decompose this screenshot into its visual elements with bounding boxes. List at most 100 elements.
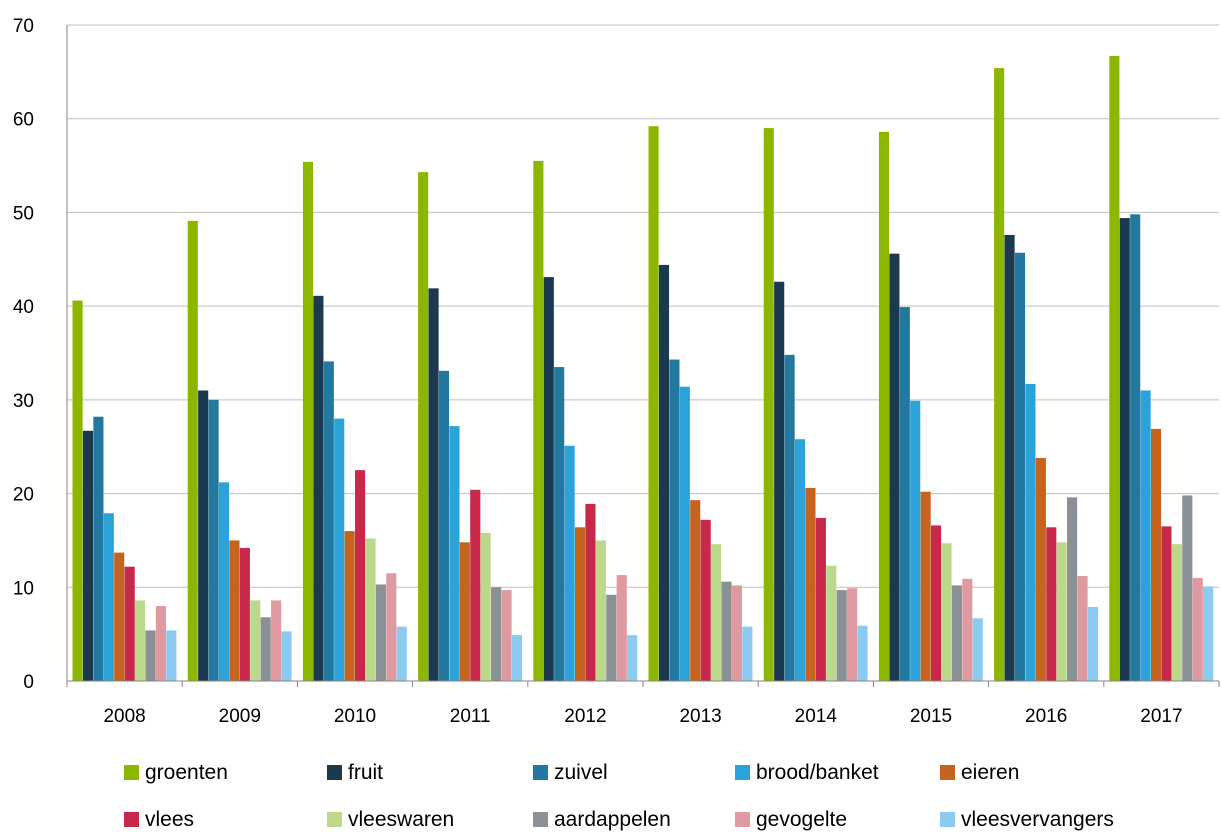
bar-vleesvervangers-2010 bbox=[396, 626, 407, 681]
y-tick-labels: 0 10 20 30 40 50 60 70 bbox=[13, 16, 34, 693]
legend-item: vleeswaren bbox=[327, 808, 454, 831]
bar-vleeswaren-2016 bbox=[1056, 542, 1067, 681]
bar-eieren-2015 bbox=[920, 491, 931, 681]
bar-fruit-2010 bbox=[313, 295, 324, 681]
bar-groenten-2016 bbox=[994, 68, 1005, 682]
bar-vleesvervangers-2016 bbox=[1087, 606, 1098, 681]
x-tick-label: 2015 bbox=[910, 706, 952, 727]
bar-aardappelen-2014 bbox=[836, 590, 847, 681]
bar-vleeswaren-2013 bbox=[711, 544, 722, 681]
bar-groenten-2010 bbox=[302, 161, 314, 681]
bar-brood-banket-2012 bbox=[564, 445, 575, 681]
bar-zuivel-2013 bbox=[669, 359, 680, 681]
bar-aardappelen-2013 bbox=[721, 581, 732, 681]
legend: groenten fruit zuivel brood/banket eieren vle… bbox=[124, 761, 1114, 831]
bar-brood-banket-2013 bbox=[679, 386, 690, 681]
bar-fruit-2011 bbox=[428, 288, 439, 681]
bar-aardappelen-2012 bbox=[606, 594, 617, 681]
bar-vleeswaren-2015 bbox=[941, 543, 952, 681]
bar-aardappelen-2017 bbox=[1182, 495, 1193, 681]
legend-label: groenten bbox=[145, 761, 228, 784]
legend-label: aardappelen bbox=[554, 808, 671, 831]
x-tick-label: 2010 bbox=[334, 706, 376, 727]
bar-zuivel-2012 bbox=[554, 367, 565, 681]
bar-gevogelte-2009 bbox=[271, 600, 282, 681]
legend-label: vleesvervangers bbox=[961, 808, 1114, 831]
bar-vleeswaren-2008 bbox=[135, 600, 146, 681]
bar-vlees-2014 bbox=[815, 517, 826, 681]
legend-swatch bbox=[327, 812, 342, 827]
bar-eieren-2012 bbox=[574, 527, 586, 681]
bar-eieren-2013 bbox=[690, 500, 701, 681]
bar-brood-banket-2009 bbox=[218, 482, 230, 681]
legend-item: aardappelen bbox=[533, 808, 671, 831]
bar-aardappelen-2011 bbox=[491, 587, 502, 681]
y-tick-label: 40 bbox=[13, 297, 34, 318]
legend-item: zuivel bbox=[533, 761, 608, 784]
legend-item: eieren bbox=[940, 761, 1019, 784]
bar-vlees-2011 bbox=[470, 489, 481, 681]
bar-aardappelen-2015 bbox=[951, 585, 962, 681]
bar-vleesvervangers-2015 bbox=[972, 618, 983, 681]
bar-fruit-2016 bbox=[1004, 234, 1015, 682]
bar-zuivel-2017 bbox=[1130, 214, 1141, 682]
bar-groenten-2015 bbox=[878, 131, 890, 681]
x-tick-label: 2009 bbox=[219, 706, 261, 727]
x-tick-label: 2008 bbox=[103, 706, 145, 727]
bar-eieren-2016 bbox=[1035, 457, 1046, 681]
bar-eieren-2014 bbox=[805, 487, 816, 681]
legend-swatch bbox=[735, 765, 750, 780]
bar-vlees-2012 bbox=[585, 503, 596, 681]
legend-label: eieren bbox=[961, 761, 1019, 784]
legend-item: fruit bbox=[327, 761, 383, 784]
bar-eieren-2017 bbox=[1150, 428, 1162, 681]
bar-groenten-2008 bbox=[72, 300, 83, 681]
axes bbox=[66, 25, 1220, 687]
bar-aardappelen-2010 bbox=[375, 584, 386, 681]
bar-brood-banket-2015 bbox=[910, 400, 921, 681]
bar-fruit-2012 bbox=[543, 277, 554, 681]
y-tick-label: 60 bbox=[13, 110, 34, 131]
bar-zuivel-2011 bbox=[438, 370, 450, 681]
bar-vlees-2013 bbox=[700, 519, 711, 681]
bar-vlees-2016 bbox=[1046, 527, 1057, 681]
bar-eieren-2009 bbox=[229, 540, 240, 681]
bar-zuivel-2008 bbox=[93, 416, 104, 681]
bar-fruit-2014 bbox=[774, 281, 785, 681]
x-tick-label: 2011 bbox=[450, 706, 491, 727]
bar-fruit-2009 bbox=[198, 390, 209, 681]
bar-groenten-2017 bbox=[1109, 55, 1120, 682]
x-tick-labels: 2008 2009 2010 2011 2012 2013 2014 2015 2016 2017 bbox=[103, 706, 1182, 727]
legend-swatch bbox=[533, 765, 548, 780]
bar-zuivel-2010 bbox=[323, 361, 334, 681]
bar-gevogelte-2010 bbox=[386, 573, 397, 681]
bar-eieren-2011 bbox=[459, 542, 470, 681]
bar-vleeswaren-2010 bbox=[365, 538, 376, 681]
y-tick-label: 70 bbox=[13, 16, 34, 37]
legend-label: gevogelte bbox=[756, 808, 847, 831]
legend-label: fruit bbox=[348, 761, 383, 784]
bar-zuivel-2015 bbox=[899, 307, 910, 681]
legend-item: gevogelte bbox=[735, 808, 847, 831]
bar-zuivel-2014 bbox=[784, 354, 795, 681]
bar-gevogelte-2013 bbox=[731, 585, 742, 681]
x-tick-label: 2017 bbox=[1140, 706, 1182, 727]
bar-gevogelte-2015 bbox=[962, 578, 973, 681]
y-tick-label: 30 bbox=[13, 391, 34, 412]
bar-vleeswaren-2017 bbox=[1171, 544, 1182, 681]
bar-groenten-2014 bbox=[763, 128, 774, 682]
bar-brood-banket-2017 bbox=[1140, 390, 1151, 681]
bar-vlees-2015 bbox=[931, 525, 942, 681]
legend-swatch bbox=[735, 812, 750, 827]
bar-gevogelte-2012 bbox=[616, 575, 627, 681]
legend-swatch bbox=[124, 765, 139, 780]
bar-aardappelen-2016 bbox=[1067, 497, 1078, 681]
bar-gevogelte-2017 bbox=[1192, 577, 1203, 681]
y-tick-label: 10 bbox=[13, 578, 34, 599]
bar-fruit-2008 bbox=[82, 430, 94, 681]
bar-vlees-2010 bbox=[355, 470, 366, 681]
bar-groenten-2013 bbox=[648, 126, 659, 681]
bar-groenten-2012 bbox=[533, 160, 544, 681]
bar-vlees-2009 bbox=[239, 547, 250, 681]
bar-gevogelte-2011 bbox=[501, 590, 512, 681]
